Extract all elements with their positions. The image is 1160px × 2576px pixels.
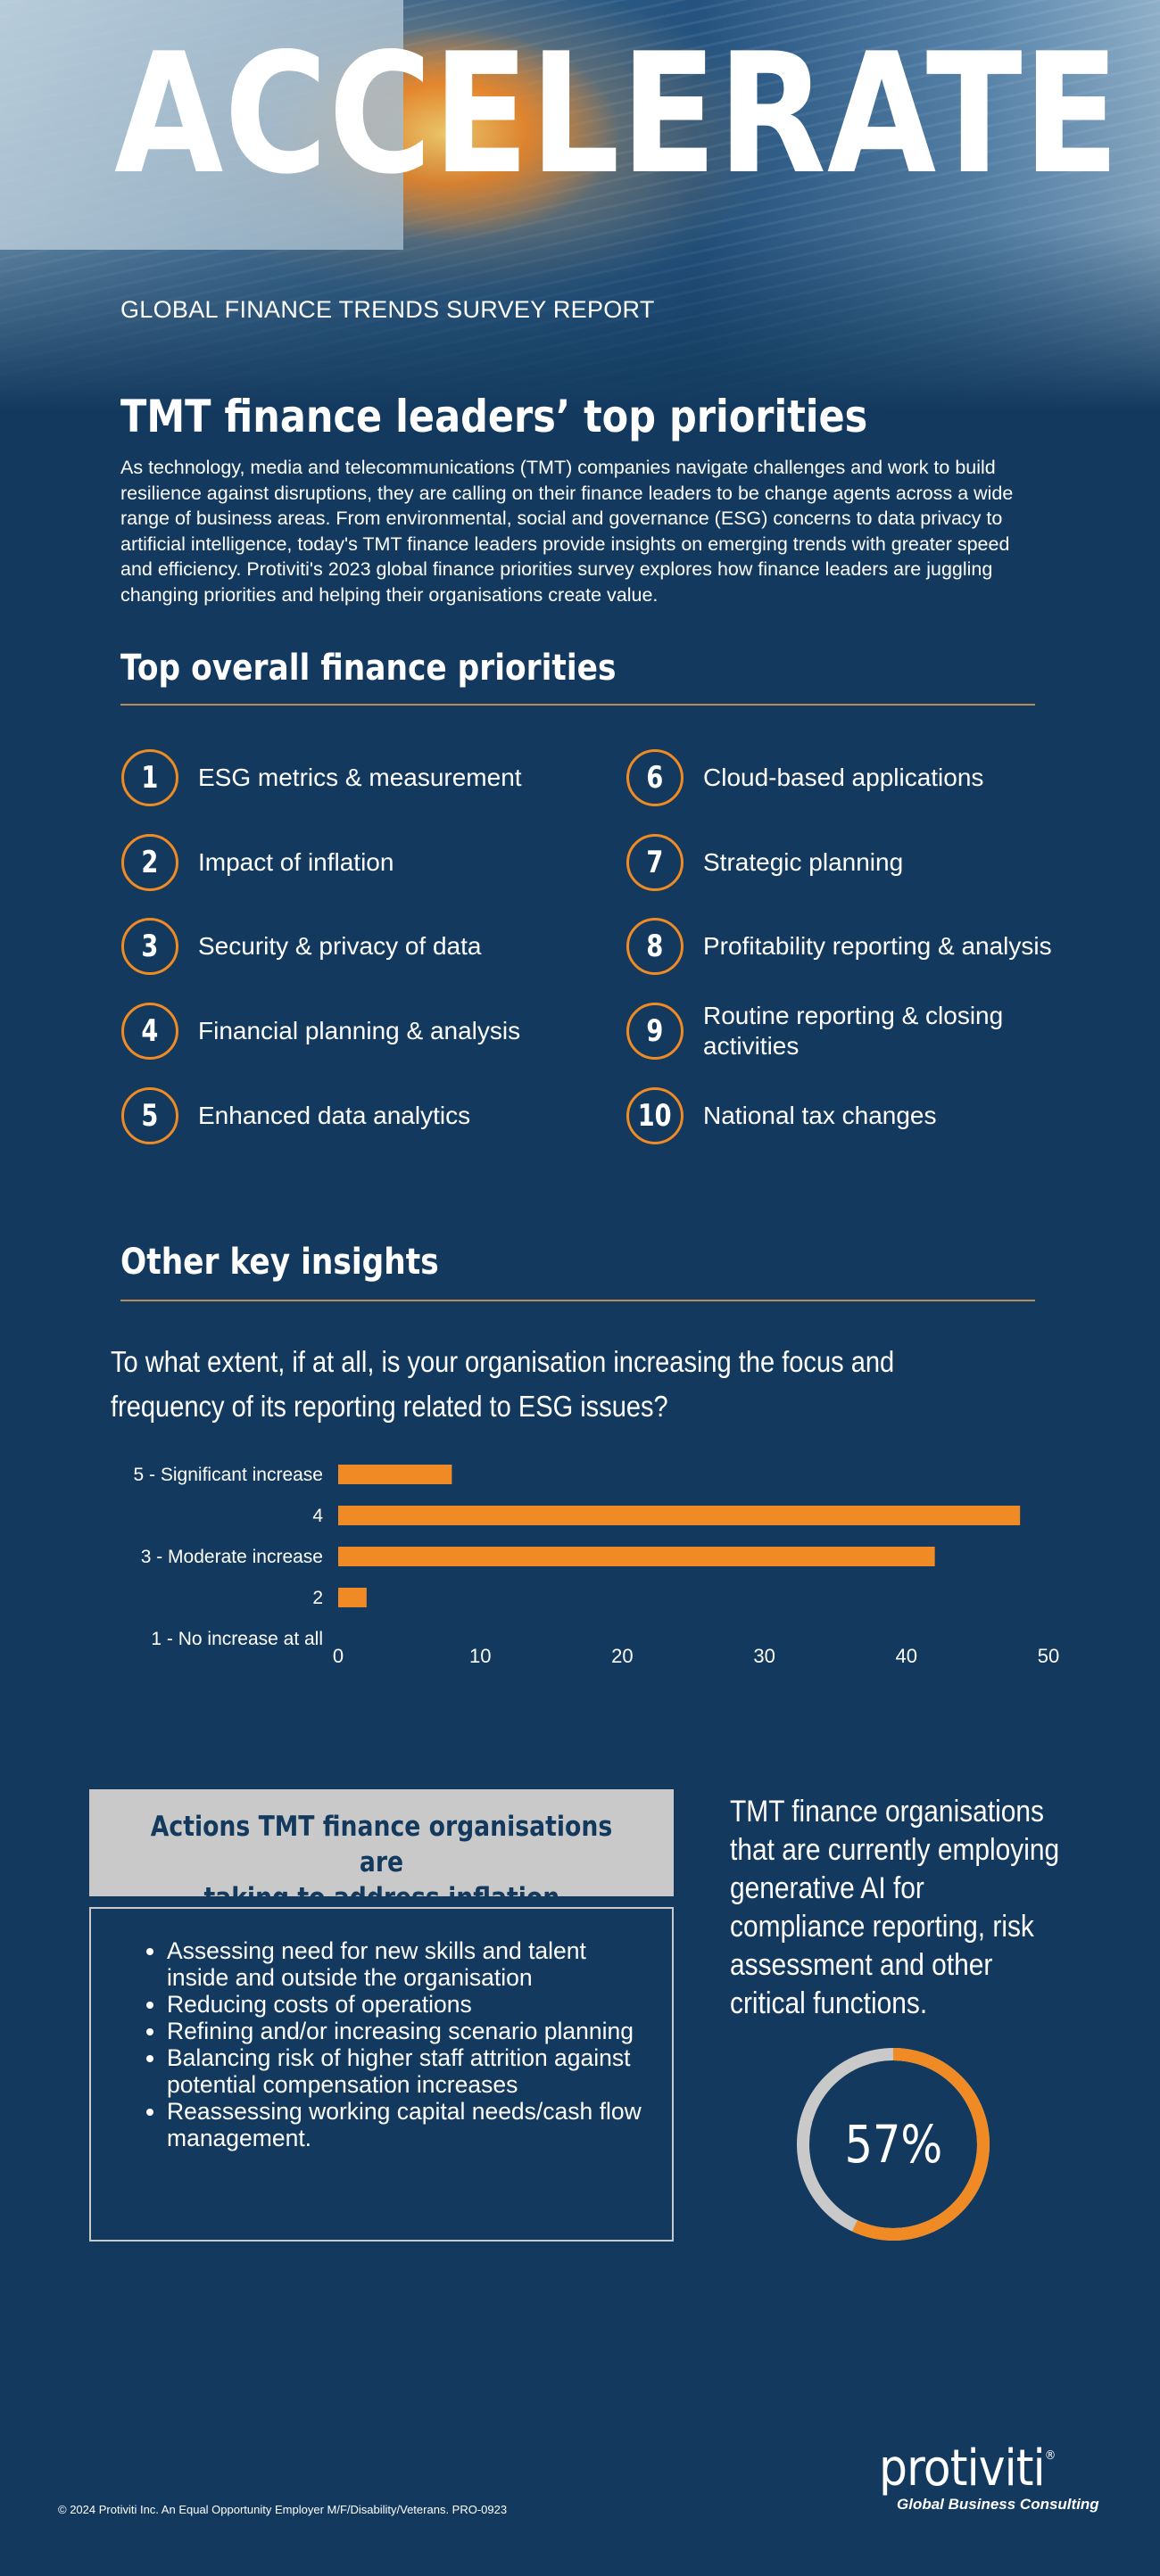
priority-item: 1 ESG metrics & measurement bbox=[121, 744, 591, 812]
logo-tagline: Global Business Consulting bbox=[897, 2496, 1099, 2513]
list-item: Reassessing working capital needs/cash f… bbox=[167, 2098, 645, 2151]
priority-number: 6 bbox=[626, 749, 684, 806]
priority-item: 6 Cloud-based applications bbox=[626, 744, 1096, 812]
inflation-box-header: Actions TMT finance organisations are ta… bbox=[89, 1789, 674, 1914]
priority-label: Security & privacy of data bbox=[198, 932, 482, 960]
hero-banner bbox=[0, 0, 1160, 410]
category-label: 5 - Significant increase bbox=[134, 1465, 323, 1485]
list-item: Reducing costs of operations bbox=[167, 1991, 645, 2018]
priority-number: 3 bbox=[121, 918, 178, 975]
inflation-box-body: Assessing need for new skills and talent… bbox=[89, 1907, 674, 2242]
x-tick-label: 10 bbox=[469, 1645, 491, 1667]
insights-heading: Other key insights bbox=[120, 1242, 439, 1283]
category-label: 4 bbox=[312, 1506, 323, 1526]
copyright-notice: © 2024 Protiviti Inc. An Equal Opportuni… bbox=[58, 2503, 508, 2516]
priority-item: 10 National tax changes bbox=[626, 1082, 1096, 1150]
category-label: 2 bbox=[312, 1588, 323, 1608]
x-tick-label: 20 bbox=[611, 1645, 633, 1667]
priority-item: 4 Financial planning & analysis bbox=[121, 997, 591, 1065]
report-subtitle: GLOBAL FINANCE TRENDS SURVEY REPORT bbox=[120, 296, 655, 323]
priority-label: Cloud-based applications bbox=[703, 764, 984, 791]
priority-number: 9 bbox=[626, 1003, 684, 1060]
list-item: Assessing need for new skills and talent… bbox=[167, 1937, 645, 1991]
page-heading: TMT finance leaders’ top priorities bbox=[120, 391, 868, 442]
priority-item: 9 Routine reporting & closing activities bbox=[626, 997, 1096, 1065]
inflation-title-line1: Actions TMT finance organisations are bbox=[150, 1811, 613, 1878]
priority-item: 7 Strategic planning bbox=[626, 829, 1096, 896]
bar-chart-svg: 5 - Significant increase 4 3 - Moderate in… bbox=[134, 1465, 1059, 1667]
bar bbox=[338, 1506, 1021, 1525]
x-tick-label: 0 bbox=[333, 1645, 344, 1667]
priority-number: 7 bbox=[626, 834, 684, 891]
inflation-title-line2: taking to address inflation bbox=[203, 1882, 559, 1914]
donut-svg bbox=[797, 2048, 990, 2241]
priority-label: ESG metrics & measurement bbox=[198, 764, 522, 791]
list-item: Balancing risk of higher staff attrition… bbox=[167, 2044, 645, 2098]
intro-paragraph: As technology, media and telecommunicati… bbox=[120, 457, 1014, 606]
bar bbox=[338, 1547, 935, 1566]
category-label: 1 - No increase at all bbox=[151, 1629, 323, 1649]
priority-number: 10 bbox=[626, 1087, 684, 1144]
gen-ai-donut: 57% bbox=[794, 2045, 992, 2243]
donut-value-arc bbox=[797, 2048, 990, 2241]
insights-divider bbox=[120, 1300, 1035, 1301]
priority-label: Impact of inflation bbox=[198, 848, 394, 876]
priority-label: Strategic planning bbox=[703, 848, 904, 876]
priority-label: National tax changes bbox=[703, 1102, 937, 1129]
priority-number: 1 bbox=[121, 749, 178, 806]
priority-item: 8 Profitability reporting & analysis bbox=[626, 912, 1096, 980]
priority-number: 8 bbox=[626, 918, 684, 975]
gen-ai-statement: TMT finance organisations that are curre… bbox=[730, 1795, 1060, 2020]
priority-label: Financial planning & analysis bbox=[198, 1017, 521, 1044]
esg-bar-chart: 5 - Significant increase 4 3 - Moderate in… bbox=[0, 1436, 1160, 1677]
bar bbox=[338, 1465, 452, 1484]
priority-label: Routine reporting & closing activities bbox=[703, 1002, 1004, 1060]
priority-number: 4 bbox=[121, 1003, 178, 1060]
survey-question: To what extent, if at all, is your organ… bbox=[111, 1345, 895, 1423]
x-tick-label: 30 bbox=[753, 1645, 775, 1667]
priority-item: 3 Security & privacy of data bbox=[121, 912, 591, 980]
x-tick-label: 50 bbox=[1038, 1645, 1059, 1667]
list-item: Refining and/or increasing scenario plan… bbox=[167, 2018, 645, 2044]
inflation-actions-list: Assessing need for new skills and talent… bbox=[91, 1937, 672, 2151]
priority-item: 2 Impact of inflation bbox=[121, 829, 591, 896]
priority-label: Profitability reporting & analysis bbox=[703, 932, 1052, 960]
priorities-heading: Top overall finance priorities bbox=[120, 648, 617, 689]
priority-number: 2 bbox=[121, 834, 178, 891]
donut-value: 57% bbox=[844, 2114, 942, 2175]
priority-number: 5 bbox=[121, 1087, 178, 1144]
hero-window-pane bbox=[0, 0, 403, 250]
priorities-divider bbox=[120, 704, 1035, 706]
priority-item: 5 Enhanced data analytics bbox=[121, 1082, 591, 1150]
priority-label: Enhanced data analytics bbox=[198, 1102, 471, 1129]
hero-title: ACCELERATE bbox=[114, 17, 1121, 211]
bar bbox=[338, 1588, 367, 1607]
category-label: 3 - Moderate increase bbox=[141, 1547, 323, 1567]
x-tick-label: 40 bbox=[896, 1645, 917, 1667]
protiviti-logo: protiviti® bbox=[879, 2440, 1056, 2498]
